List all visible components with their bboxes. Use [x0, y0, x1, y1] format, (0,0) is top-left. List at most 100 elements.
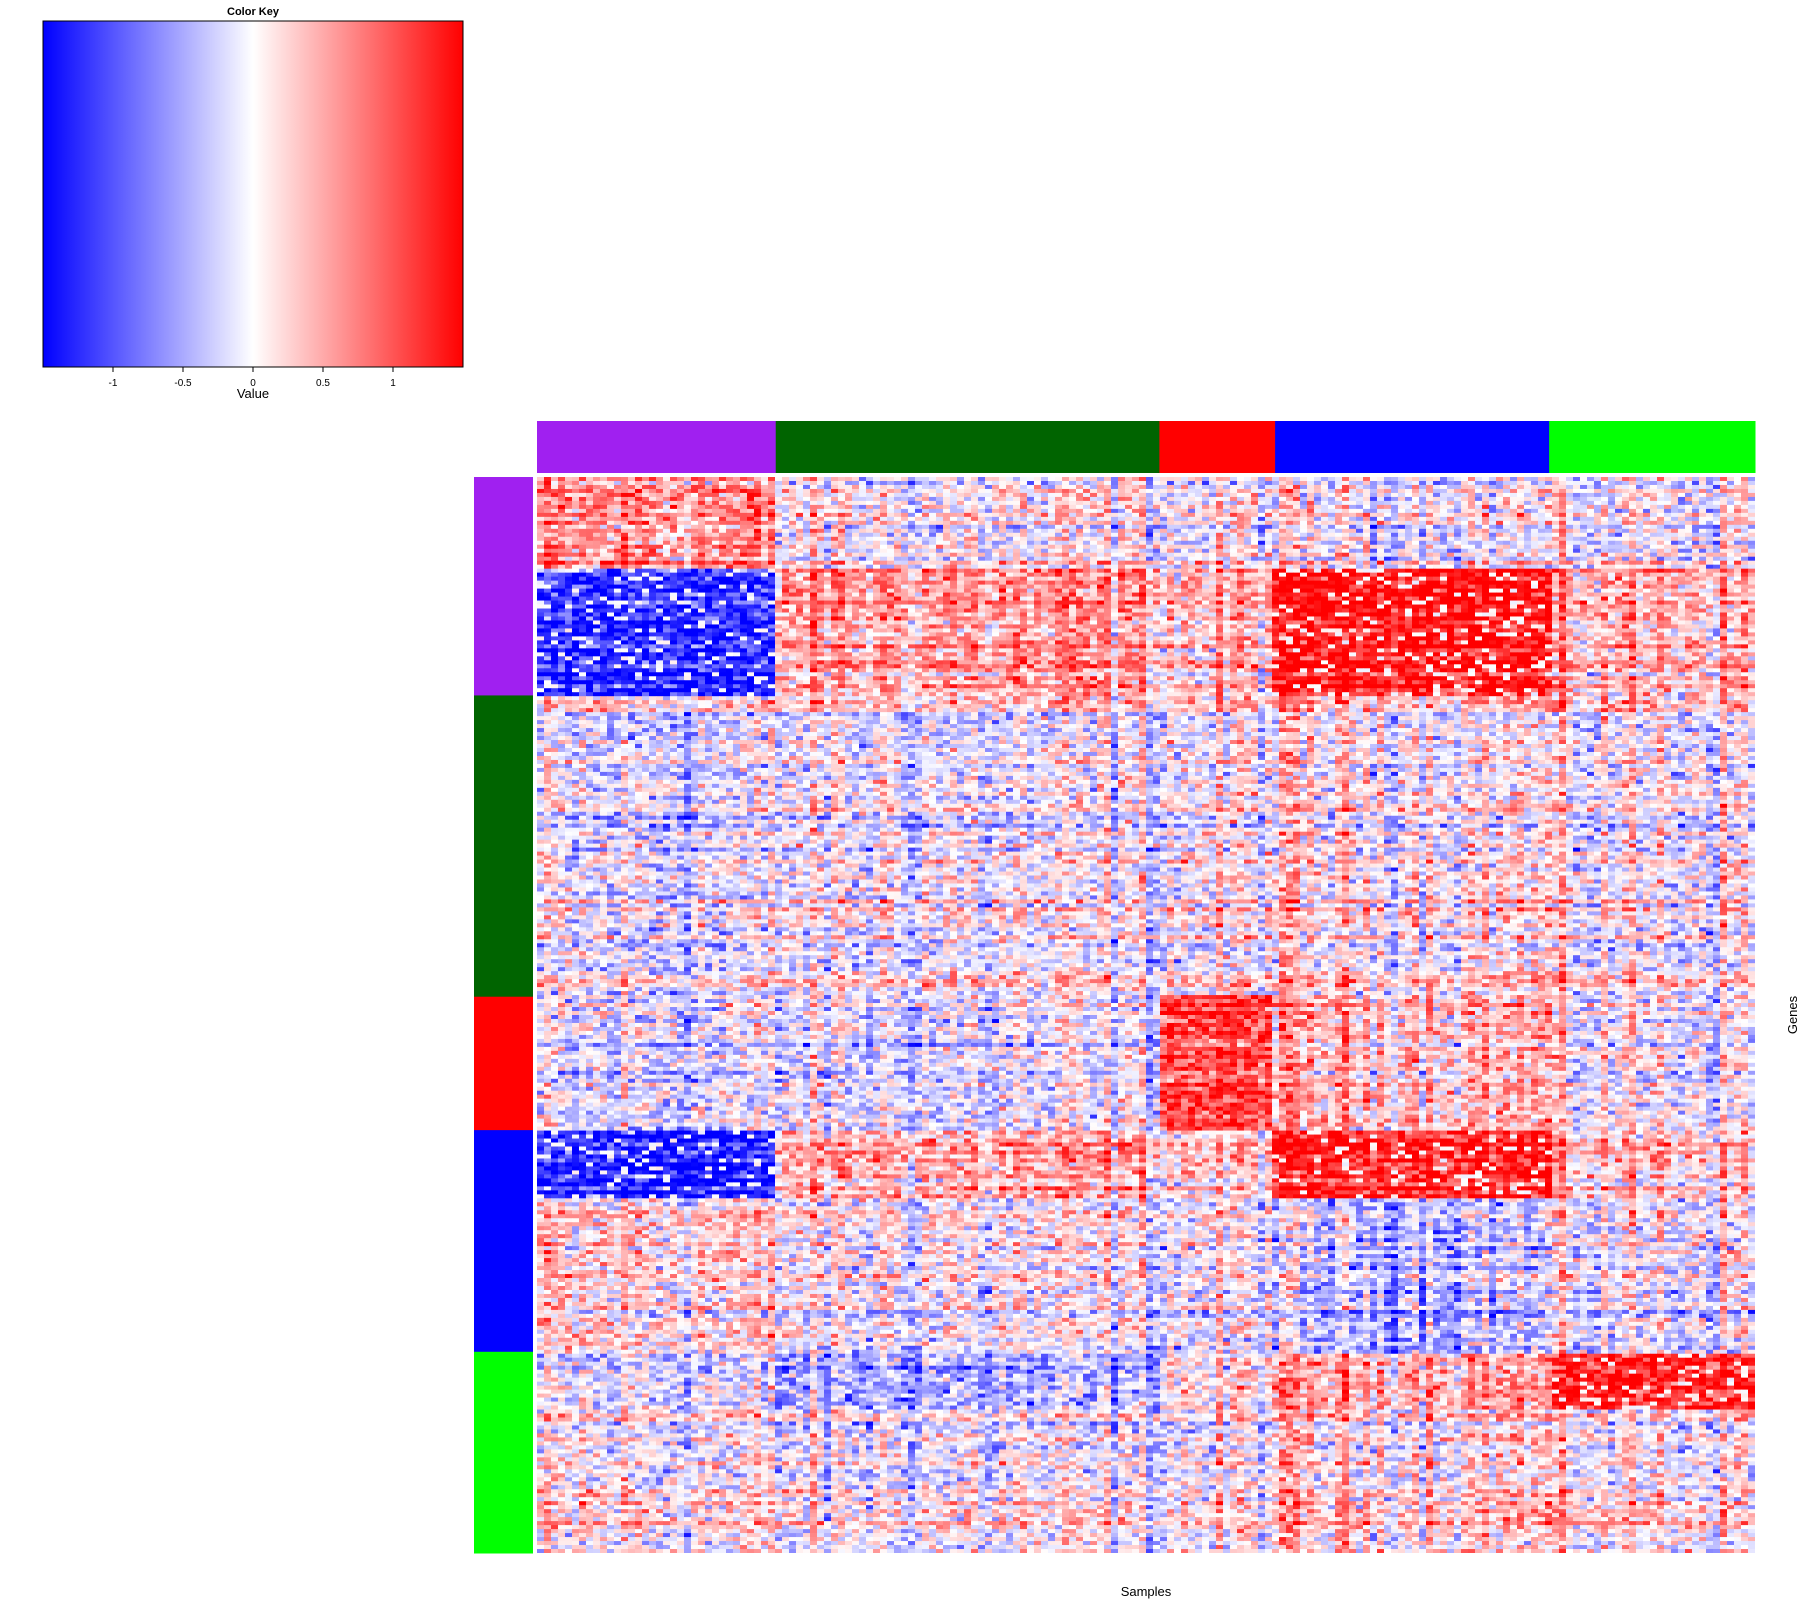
heatmap-cell [1244, 568, 1252, 574]
heatmap-cell [824, 584, 832, 589]
heatmap-cell [1559, 540, 1567, 546]
heatmap-cell [1566, 544, 1574, 550]
heatmap-cell [1657, 480, 1665, 486]
heatmap-cell [691, 516, 699, 522]
heatmap-cell [768, 552, 776, 558]
heatmap-cell [691, 580, 699, 585]
heatmap-cell [1531, 528, 1539, 534]
heatmap-cell [740, 580, 748, 585]
heatmap-cell [950, 496, 958, 502]
heatmap-cell [705, 536, 713, 542]
heatmap-cell [698, 524, 706, 530]
heatmap-cell [607, 516, 615, 522]
heatmap-cell [803, 496, 811, 502]
heatmap-cell [1650, 576, 1658, 582]
heatmap-cell [1419, 524, 1427, 530]
heatmap-cell [1188, 480, 1196, 486]
heatmap-cell [1174, 496, 1182, 502]
heatmap-cell [1657, 528, 1665, 534]
heatmap-cell [1580, 528, 1588, 534]
heatmap-cell [1251, 512, 1259, 518]
heatmap-cell [684, 556, 692, 562]
heatmap-cell [1048, 540, 1056, 546]
heatmap-cell [824, 484, 832, 490]
heatmap-cell [1328, 556, 1336, 562]
heatmap-cell [1300, 528, 1308, 534]
heatmap-cell [922, 516, 930, 522]
heatmap-cell [593, 556, 601, 562]
heatmap-cell [628, 508, 636, 514]
heatmap-cell [782, 496, 790, 502]
heatmap-cell [1279, 477, 1287, 482]
heatmap-cell [1741, 580, 1749, 585]
heatmap-cell [712, 488, 720, 494]
heatmap-cell [1335, 524, 1343, 530]
heatmap-cell [1601, 556, 1609, 562]
heatmap-cell [782, 584, 790, 589]
heatmap-cell [1356, 536, 1364, 542]
heatmap-cell [1412, 516, 1420, 522]
heatmap-cell [551, 528, 559, 534]
heatmap-cell [1552, 500, 1560, 506]
heatmap-cell [1069, 540, 1077, 546]
heatmap-cell [607, 492, 615, 498]
heatmap-cell [922, 477, 930, 482]
heatmap-cell [1251, 496, 1259, 502]
heatmap-cell [740, 552, 748, 558]
heatmap-cell [1153, 536, 1161, 542]
heatmap-cell [1657, 504, 1665, 510]
heatmap-cell [1342, 492, 1350, 498]
heatmap-cell [838, 492, 846, 498]
heatmap-cell [1321, 532, 1329, 538]
heatmap-cell [782, 484, 790, 490]
heatmap-cell [1104, 556, 1112, 562]
heatmap-cell [1013, 556, 1021, 562]
heatmap-cell [1097, 572, 1105, 578]
heatmap-cell [1559, 584, 1567, 589]
heatmap-cell [1720, 480, 1728, 486]
heatmap-cell [943, 588, 951, 593]
heatmap-cell [1650, 504, 1658, 510]
heatmap-cell [1048, 512, 1056, 518]
heatmap-cell [761, 580, 769, 585]
heatmap-cell [1335, 556, 1343, 562]
heatmap-cell [1167, 500, 1175, 506]
heatmap-cell [1230, 544, 1238, 550]
heatmap-cell [1629, 576, 1637, 582]
heatmap-cell [1454, 484, 1462, 490]
heatmap-cell [901, 532, 909, 538]
heatmap-cell [1412, 560, 1420, 566]
heatmap-cell [1111, 556, 1119, 562]
heatmap-cell [761, 568, 769, 574]
heatmap-cell [1111, 492, 1119, 498]
heatmap-cell [1279, 584, 1287, 589]
heatmap-cell [1706, 516, 1714, 522]
heatmap-cell [978, 588, 986, 593]
heatmap-cell [747, 484, 755, 490]
heatmap-cell [1090, 544, 1098, 550]
heatmap-cell [712, 528, 720, 534]
heatmap-cell [894, 524, 902, 530]
heatmap-cell [1587, 477, 1595, 482]
heatmap-cell [656, 492, 664, 498]
heatmap-cell [936, 552, 944, 558]
heatmap-cell [1181, 556, 1189, 562]
heatmap-cell [1055, 580, 1063, 585]
heatmap-cell [1475, 492, 1483, 498]
heatmap-cell [1027, 512, 1035, 518]
heatmap-cell [1125, 484, 1133, 490]
heatmap-cell [1041, 512, 1049, 518]
heatmap-cell [796, 540, 804, 546]
heatmap-cell [1048, 572, 1056, 578]
heatmap-cell [761, 564, 769, 570]
heatmap-cell [1510, 508, 1518, 514]
heatmap-cell [887, 508, 895, 514]
heatmap-cell [1615, 504, 1623, 510]
heatmap-cell [1006, 512, 1014, 518]
heatmap-cell [1139, 572, 1147, 578]
heatmap-cell [1125, 576, 1133, 582]
heatmap-cell [782, 500, 790, 506]
heatmap-cell [1384, 528, 1392, 534]
heatmap-cell [656, 477, 664, 482]
heatmap-cell [579, 556, 587, 562]
